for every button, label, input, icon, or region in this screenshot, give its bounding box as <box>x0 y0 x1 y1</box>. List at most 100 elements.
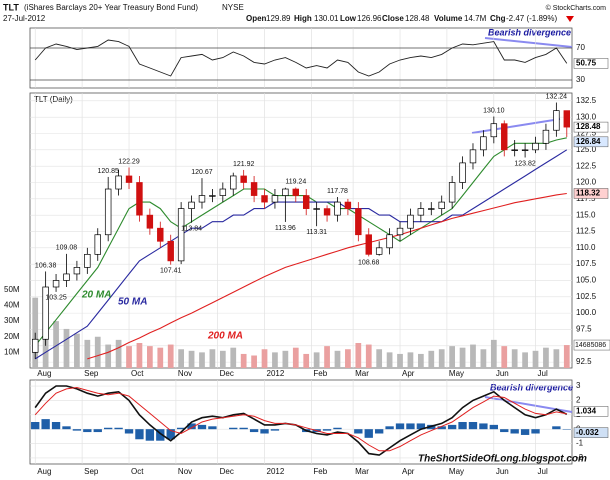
value-box <box>573 136 609 148</box>
x-tick-label: Aug <box>37 467 51 476</box>
histogram-bar <box>104 427 113 430</box>
candle-body <box>448 182 456 203</box>
candle-body <box>271 195 279 203</box>
low-label: 113.31 <box>306 229 327 236</box>
candle-body <box>94 234 101 255</box>
candle-body <box>188 201 195 209</box>
y-tick-label: 120.0 <box>576 178 597 187</box>
high-label: 119.24 <box>285 178 306 185</box>
high-label: 132.24 <box>546 93 568 100</box>
volume-bar <box>313 352 320 368</box>
quote-value: -2.47 (-1.89%) <box>506 14 557 23</box>
histogram-bar <box>197 424 207 430</box>
volume-bar <box>105 344 112 368</box>
annotation: Bearish divergence <box>490 382 573 392</box>
histogram-bar <box>124 429 134 434</box>
histogram-bar <box>395 423 405 430</box>
volume-bar <box>146 346 153 368</box>
y-tick-label: 132.5 <box>576 96 597 105</box>
value-label: 126.84 <box>576 137 601 146</box>
x-tick-label: Sep <box>84 467 99 476</box>
candle-body <box>542 129 550 144</box>
legend-label: 20 MA <box>81 290 111 301</box>
y-tick-label: 110.0 <box>576 243 596 252</box>
candle-body <box>563 110 571 128</box>
histogram-bar <box>500 429 509 433</box>
candle-body <box>428 208 435 210</box>
candle-body <box>302 195 310 209</box>
y-tick-label: 100.0 <box>576 308 597 317</box>
volume-bar <box>365 344 372 368</box>
candle-body <box>282 188 289 196</box>
candle-body <box>219 188 227 196</box>
histogram-bar <box>156 429 165 441</box>
x-tick-label: Jun <box>496 369 509 378</box>
candle-body <box>31 338 39 353</box>
candle-body <box>209 195 216 197</box>
quote-label: Chg <box>490 14 506 23</box>
candle-body <box>407 214 414 229</box>
x-tick-label: Mar <box>355 467 369 476</box>
candle-body <box>261 195 268 203</box>
legend-label: 200 MA <box>207 331 243 342</box>
value-label: 118.32 <box>576 189 601 198</box>
histogram-bar <box>62 426 71 430</box>
volume-bar <box>115 339 122 368</box>
high-label: 130.10 <box>483 107 505 114</box>
y-tick-label: 130.0 <box>576 112 597 121</box>
volume-bar <box>63 328 70 368</box>
candle-body <box>136 182 143 216</box>
volume-bar <box>167 344 174 368</box>
candle-body <box>386 234 393 249</box>
histogram-bar <box>83 429 92 433</box>
volume-tick-label: 40M <box>4 301 20 310</box>
y-tick-label: 102.5 <box>576 292 597 301</box>
quote-value: 129.89 <box>266 14 291 23</box>
histogram-bar <box>520 429 530 435</box>
value-label: 14685086 <box>575 342 606 349</box>
candle-body <box>511 149 518 151</box>
line <box>34 39 568 77</box>
x-tick-label: Jul <box>538 467 548 476</box>
high-label: 122.29 <box>118 158 140 165</box>
y-tick-label: 125.0 <box>576 145 597 154</box>
x-tick-label: 2012 <box>267 369 285 378</box>
histogram-bar <box>176 427 186 430</box>
histogram-bar <box>239 427 248 430</box>
volume-bar <box>490 339 497 368</box>
high-label: 121.92 <box>233 161 255 168</box>
histogram-bar <box>333 427 342 430</box>
volume-bar <box>84 339 91 368</box>
low-label: 113.84 <box>181 226 202 233</box>
volume-bar <box>178 349 185 368</box>
volume-bar <box>459 347 466 368</box>
value-label: -0.032 <box>576 428 599 437</box>
y-tick-label: 2 <box>576 396 581 405</box>
histogram-bar <box>249 429 259 433</box>
high-label: 120.85 <box>97 168 119 175</box>
candle-body <box>157 227 164 242</box>
low-label: 113.96 <box>275 225 296 232</box>
histogram-bar <box>364 429 373 438</box>
macd-panel <box>29 379 573 465</box>
y-tick-label: 127.5 <box>576 129 597 138</box>
quote-value: 126.96 <box>357 14 382 23</box>
high-label: 109.08 <box>56 245 78 252</box>
candle-body <box>490 123 498 138</box>
volume-bar <box>219 350 226 368</box>
price-panel <box>29 92 573 369</box>
histogram-bar <box>114 427 123 430</box>
volume-tick-label: 20M <box>4 332 20 341</box>
value-label: 128.48 <box>576 122 601 131</box>
volume-bar <box>230 347 237 368</box>
candle-body <box>146 214 154 229</box>
y-tick-label: 122.5 <box>576 161 597 170</box>
x-tick-label: Apr <box>402 467 415 476</box>
x-tick-label: May <box>449 369 464 378</box>
x-tick-label: Sep <box>84 369 99 378</box>
volume-bar <box>188 350 195 368</box>
x-tick-label: Mar <box>355 369 369 378</box>
low-label: 103.25 <box>45 295 67 302</box>
volume-bar <box>157 347 164 368</box>
